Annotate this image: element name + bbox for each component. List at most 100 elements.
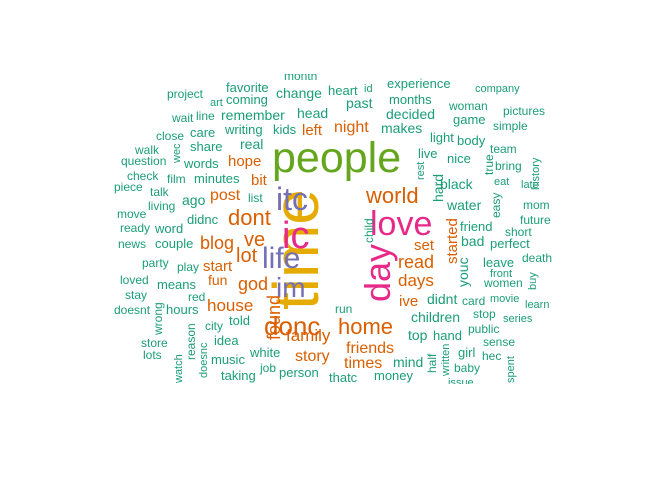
word-close: close (156, 129, 184, 143)
word-perfect: perfect (490, 236, 530, 251)
word-front: front (490, 268, 512, 280)
word-rest: rest (415, 162, 427, 180)
word-kids: kids (273, 122, 297, 137)
word-half: half (425, 353, 439, 373)
word-blog: blog (200, 233, 234, 253)
word-hand: hand (433, 328, 462, 343)
word-death: death (522, 251, 552, 265)
word-bad: bad (461, 233, 484, 249)
word-writing: writing (224, 122, 263, 137)
word-loved: loved (120, 273, 149, 287)
word-world: world (365, 183, 419, 208)
word-stop: stop (473, 307, 496, 321)
word-means: means (157, 277, 197, 292)
word-youc: youc (455, 257, 471, 287)
word-issue: issue (448, 377, 474, 389)
word-hard: hard (430, 174, 446, 202)
word-love: love (370, 205, 432, 243)
word-future: future (520, 213, 551, 227)
word-eat: eat (494, 176, 509, 188)
word-day: day (357, 244, 398, 302)
word-body: body (457, 133, 486, 148)
word-art: art (210, 97, 223, 109)
word-life: life (262, 242, 300, 275)
word-night: night (334, 119, 369, 136)
word-hope: hope (228, 153, 261, 170)
word-makes: makes (381, 120, 422, 136)
word-start: start (203, 258, 233, 275)
word-line: line (196, 109, 215, 123)
word-minutes: minutes (194, 171, 240, 186)
word-money: money (374, 368, 414, 383)
word-change: change (276, 85, 322, 101)
word-play: play (177, 260, 199, 274)
word-remember: remember (221, 107, 285, 123)
word-nice: nice (447, 151, 471, 166)
word-short: short (505, 225, 532, 239)
word-store: store (141, 336, 168, 350)
word-itc: itc (276, 181, 308, 217)
word-women: women (483, 276, 523, 290)
word-word: word (154, 221, 183, 236)
word-light: light (430, 130, 454, 145)
word-check: check (127, 169, 159, 183)
word-buy: buy (527, 272, 539, 290)
word-talk: talk (150, 185, 170, 199)
word-walk: walk (134, 143, 160, 157)
word-watch: watch (173, 354, 185, 384)
word-public: public (468, 322, 499, 336)
word-series: series (503, 313, 533, 325)
word-home: home (338, 314, 393, 339)
word-past: past (346, 95, 373, 111)
word-doesnc: doesnc (198, 342, 210, 378)
word-learn: learn (525, 299, 549, 311)
word-card: card (462, 294, 485, 308)
word-heart: heart (328, 83, 358, 98)
word-ive: ive (399, 293, 418, 310)
word-child: child (362, 218, 376, 243)
word-couple: couple (155, 236, 193, 251)
word-water: water (446, 197, 482, 213)
word-news: news (118, 237, 146, 251)
word-house: house (207, 296, 253, 315)
word-found: found (264, 295, 284, 340)
word-living: living (148, 199, 175, 213)
word-reason: reason (184, 323, 198, 360)
word-words: words (183, 156, 219, 171)
word-decided: decided (386, 106, 435, 122)
word-film: film (167, 172, 186, 186)
word-taking: taking (221, 368, 256, 383)
word-late: late (521, 179, 539, 191)
word-ready: ready (120, 221, 150, 235)
word-easy: easy (489, 193, 503, 218)
word-piece: piece (114, 180, 143, 194)
word-started: started (444, 218, 461, 264)
word-game: game (453, 112, 486, 127)
word-ic: ic (282, 215, 309, 257)
word-care: care (190, 125, 215, 140)
word-job: job (259, 361, 276, 375)
word-told: told (229, 313, 250, 328)
word-white: white (249, 345, 280, 360)
word-party: party (142, 256, 169, 270)
word-set: set (414, 237, 435, 254)
word-music: music (211, 352, 245, 367)
word-mind: mind (393, 354, 423, 370)
word-head: head (297, 105, 328, 121)
word-coming: coming (226, 92, 268, 107)
word-sense: sense (483, 335, 515, 349)
word-question: question (121, 154, 166, 168)
word-mom: mom (523, 198, 550, 212)
word-read: read (398, 252, 434, 272)
word-month: month (284, 69, 317, 83)
word-dont: dont (228, 205, 271, 230)
word-lot: lot (236, 245, 258, 267)
word-doesnt: doesnt (114, 303, 151, 317)
word-id: id (364, 83, 373, 95)
word-list: list (248, 191, 263, 205)
word-true: true (482, 154, 496, 175)
word-simple: simple (493, 119, 528, 133)
word-project: project (167, 87, 204, 101)
word-company: company (475, 83, 520, 95)
